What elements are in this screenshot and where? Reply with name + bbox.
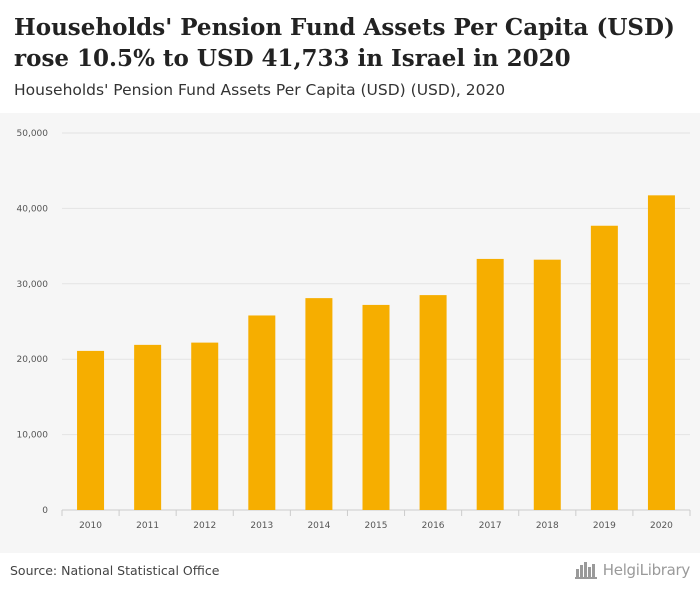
x-tick-label: 2013 — [250, 521, 273, 531]
brand-name: HelgiLibrary — [602, 561, 691, 579]
x-tick-label: 2020 — [650, 521, 673, 531]
y-tick-label: 30,000 — [17, 280, 49, 290]
y-tick-label: 0 — [42, 506, 48, 516]
bar-2020[interactable] — [647, 195, 675, 510]
x-tick-label: 2010 — [79, 521, 102, 531]
bar-2011[interactable] — [134, 344, 162, 510]
bar-2012[interactable] — [191, 342, 219, 510]
chart-panel: 0 10,000 20,000 30,000 40,000 50,000 2010 2011… — [0, 113, 700, 553]
bars — [77, 195, 675, 510]
x-tick-label: 2016 — [422, 521, 445, 531]
bar-2018[interactable] — [533, 259, 561, 510]
bar-2010[interactable] — [77, 350, 105, 510]
x-tick-label: 2019 — [593, 521, 616, 531]
source-note: Source: National Statistical Office — [10, 563, 220, 578]
y-tick-label: 10,000 — [17, 431, 49, 441]
chart-subtitle: Households' Pension Fund Assets Per Capi… — [14, 81, 506, 99]
bar-2016[interactable] — [419, 295, 447, 510]
bar-2015[interactable] — [362, 304, 390, 510]
y-tick-label: 20,000 — [17, 355, 49, 365]
x-tick-label: 2018 — [536, 521, 559, 531]
x-tick-label: 2012 — [193, 521, 216, 531]
brand-logo[interactable]: HelgiLibrary — [574, 561, 691, 579]
bar-2017[interactable] — [476, 258, 504, 510]
chart-title: Households' Pension Fund Assets Per Capi… — [14, 14, 675, 72]
x-tick-label: 2014 — [307, 521, 330, 531]
y-tick-label: 50,000 — [17, 129, 49, 139]
y-axis-ticks: 0 10,000 20,000 30,000 40,000 50,000 — [17, 129, 49, 516]
city-skyline-icon — [574, 562, 597, 579]
y-tick-label: 40,000 — [17, 204, 49, 214]
bar-2014[interactable] — [305, 298, 333, 510]
x-tick-label: 2017 — [479, 521, 502, 531]
x-axis-ticks: 2010 2011 2012 2013 2014 2015 2016 2017 2018 2019… — [61, 510, 691, 531]
bar-2019[interactable] — [590, 225, 618, 510]
x-tick-label: 2011 — [136, 521, 159, 531]
bar-2013[interactable] — [248, 315, 276, 510]
x-tick-label: 2015 — [365, 521, 388, 531]
bar-chart: 0 10,000 20,000 30,000 40,000 50,000 2010 2011… — [17, 129, 691, 531]
